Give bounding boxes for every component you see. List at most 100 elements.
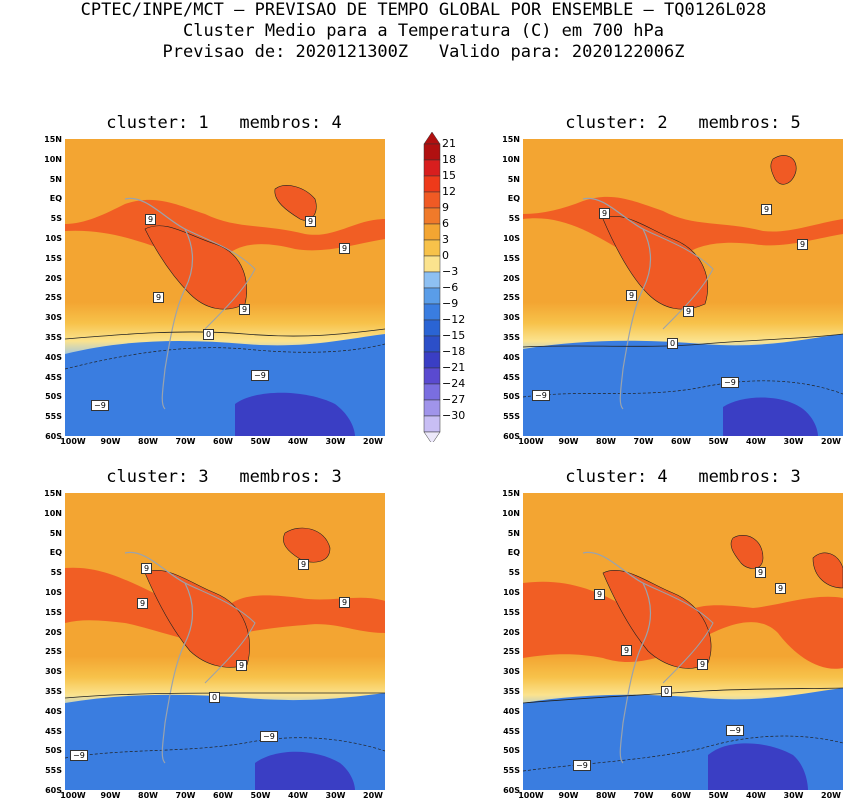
- panel-4-map: 9 9 9 9 9 9 0 −9 −9: [523, 493, 843, 790]
- colorbar-swatch: [423, 287, 441, 305]
- lat-tick-label: EQ: [507, 194, 520, 204]
- colorbar-tick-label: 18: [442, 153, 456, 166]
- lat-tick-label: 25S: [45, 293, 62, 303]
- contour-label: 9: [339, 597, 351, 608]
- colorbar-swatch: [423, 207, 441, 225]
- lat-tick-label: 50S: [45, 746, 62, 756]
- lat-tick-label: 20S: [45, 627, 62, 637]
- lat-tick-label: 5N: [507, 528, 520, 538]
- lat-tick-label: 5N: [49, 528, 62, 538]
- lat-tick-label: 60S: [503, 786, 520, 795]
- lat-tick-label: 30S: [45, 313, 62, 323]
- contour-label: 9: [621, 645, 633, 656]
- lat-tick-label: 5S: [50, 568, 62, 578]
- contour-label: −9: [251, 370, 269, 381]
- colorbar-max-arrow: [423, 132, 441, 145]
- panel-2-title: cluster: 2 membros: 5: [565, 113, 801, 133]
- colorbar-tick-label: −3: [442, 265, 459, 278]
- lat-tick-label: 40S: [503, 352, 520, 362]
- figure-title-line2: Cluster Medio para a Temperatura (C) em …: [182, 21, 665, 41]
- contour-label: 9: [137, 598, 149, 609]
- colorbar-swatch: [423, 223, 441, 241]
- lat-tick-label: 10N: [502, 508, 520, 518]
- lat-tick-label: 10S: [45, 234, 62, 243]
- lat-tick-label: EQ: [49, 194, 62, 204]
- lat-tick-label: 15N: [44, 489, 62, 498]
- contour-label: 0: [203, 329, 215, 340]
- lon-tick-label: 100W: [60, 791, 86, 800]
- lon-tick-label: 40W: [288, 437, 308, 446]
- lat-tick-label: 15N: [502, 135, 520, 144]
- lon-tick-label: 80W: [596, 791, 616, 800]
- contour-label: −9: [70, 750, 88, 761]
- figure-title-line1: CPTEC/INPE/MCT – PREVISAO DE TEMPO GLOBA…: [80, 0, 767, 20]
- lat-tick-label: 10N: [44, 508, 62, 518]
- lon-tick-label: 80W: [596, 437, 616, 446]
- lat-tick-label: 5N: [49, 174, 62, 184]
- contour-label: 9: [797, 239, 809, 250]
- lon-tick-label: 20W: [821, 437, 841, 446]
- lon-tick-label: 100W: [518, 791, 544, 800]
- lon-tick-label: 50W: [708, 791, 729, 800]
- colorbar-tick-label: 3: [442, 233, 449, 246]
- contour-label: −9: [260, 731, 278, 742]
- lat-tick-label: 35S: [45, 333, 62, 342]
- panel-4-title: cluster: 4 membros: 3: [565, 467, 801, 487]
- contour-label: 9: [594, 589, 606, 600]
- lat-tick-label: 20S: [503, 627, 520, 637]
- colorbar-swatch: [423, 335, 441, 353]
- panel-1-map: 9 9 9 9 9 0 −9 −9: [65, 139, 385, 436]
- colorbar-swatch: [423, 175, 441, 193]
- panel-4-field: [523, 493, 843, 790]
- colorbar-swatch: [423, 191, 441, 209]
- lon-tick-label: 20W: [363, 791, 383, 800]
- lat-tick-label: 5S: [508, 568, 520, 578]
- lat-tick-label: 25S: [503, 293, 520, 303]
- lon-tick-label: 70W: [175, 437, 196, 446]
- lat-tick-label: 50S: [503, 392, 520, 402]
- lat-tick-label: 60S: [45, 786, 62, 795]
- colorbar-swatch: [423, 399, 441, 417]
- contour-label: −9: [721, 377, 739, 388]
- lat-tick-label: 50S: [45, 392, 62, 402]
- lat-tick-label: 15S: [45, 607, 62, 617]
- lon-tick-label: 90W: [100, 437, 121, 446]
- contour-label: 0: [209, 692, 221, 703]
- lat-tick-label: 10S: [503, 234, 520, 243]
- lat-tick-label: 5N: [507, 174, 520, 184]
- lat-tick-label: 35S: [503, 687, 520, 696]
- panel-3-title: cluster: 3 membros: 3: [106, 467, 342, 487]
- lat-tick-label: 30S: [503, 313, 520, 323]
- lat-tick-label: 60S: [503, 432, 520, 441]
- lat-tick-label: 10N: [502, 154, 520, 164]
- contour-label: 9: [145, 214, 157, 225]
- contour-label: 9: [626, 290, 638, 301]
- lat-tick-label: 40S: [45, 352, 62, 362]
- lat-tick-label: 45S: [503, 726, 520, 736]
- colorbar-tick-label: −18: [442, 345, 466, 358]
- contour-label: −9: [532, 390, 550, 401]
- lat-tick-label: 30S: [503, 667, 520, 677]
- colorbar-swatch: [423, 143, 441, 161]
- lat-tick-label: 10S: [45, 588, 62, 597]
- colorbar-tick-label: 21: [442, 137, 456, 150]
- contour-label: 9: [153, 292, 165, 303]
- colorbar-swatch: [423, 271, 441, 289]
- lon-tick-label: 100W: [60, 437, 86, 446]
- lon-tick-label: 60W: [671, 437, 691, 446]
- colorbar-tick-label: −15: [442, 329, 466, 342]
- panel-3-map: 9 9 9 9 9 0 −9 −9: [65, 493, 385, 790]
- lat-tick-label: 55S: [45, 766, 62, 776]
- lon-tick-label: 90W: [100, 791, 121, 800]
- contour-label: 9: [755, 567, 767, 578]
- lon-tick-label: 50W: [708, 437, 729, 446]
- lat-tick-label: 35S: [45, 687, 62, 696]
- lat-tick-label: 25S: [45, 647, 62, 657]
- lon-tick-label: 90W: [558, 791, 579, 800]
- colorbar-swatch: [423, 319, 441, 337]
- lat-tick-label: 50S: [503, 746, 520, 756]
- lat-tick-label: 55S: [503, 766, 520, 776]
- colorbar-min-arrow: [423, 431, 441, 442]
- panel-2-field: [523, 139, 843, 436]
- lon-tick-label: 80W: [138, 791, 158, 800]
